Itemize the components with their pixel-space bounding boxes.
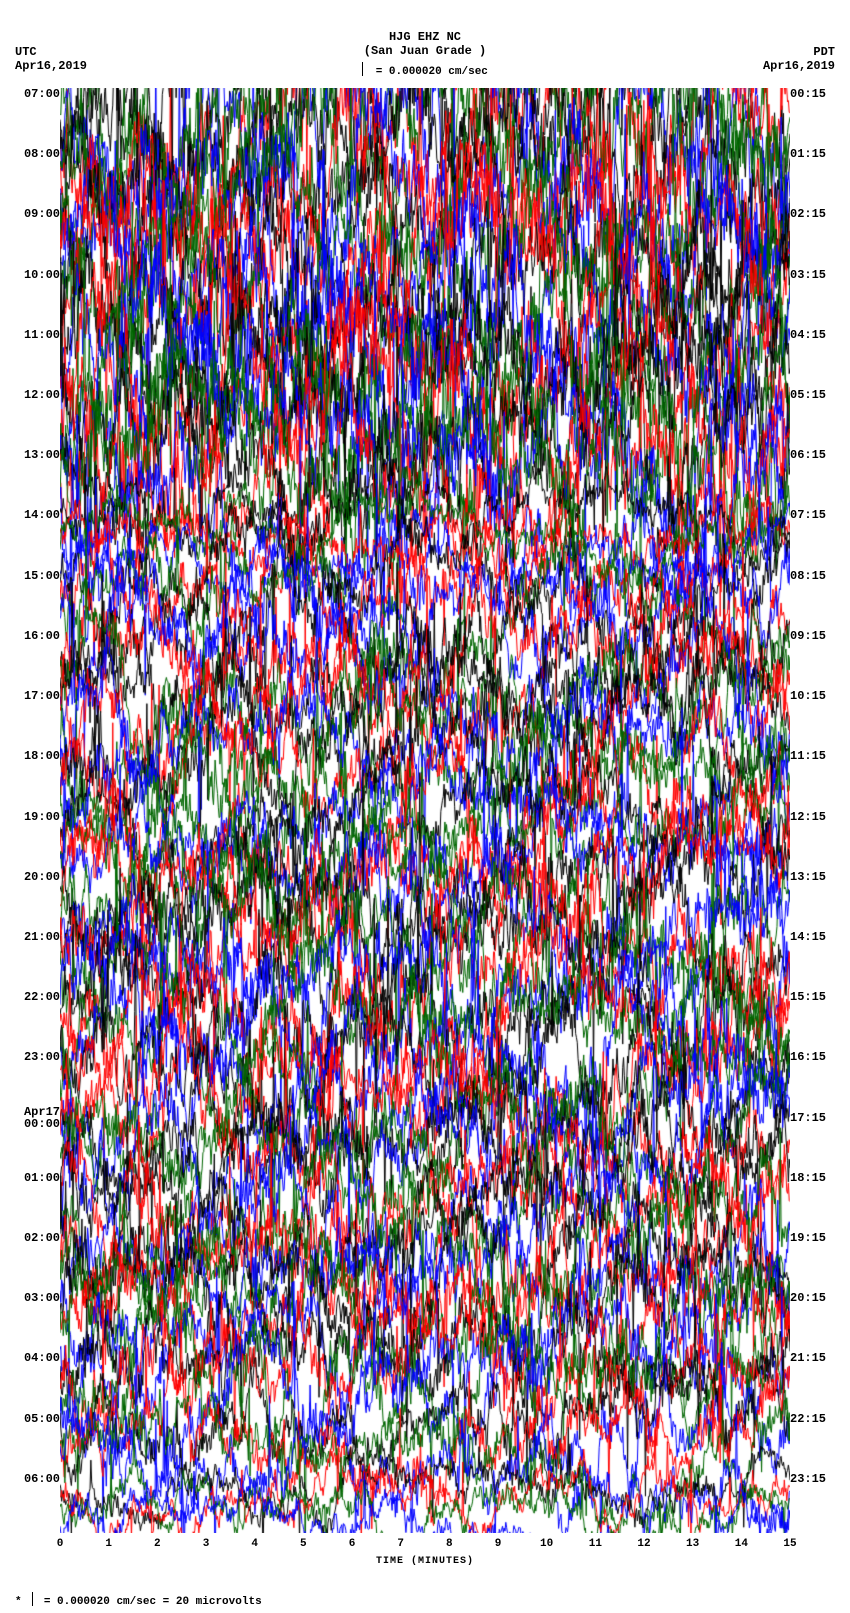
- right-time-label: 19:15: [790, 1232, 845, 1244]
- x-tick: 11: [589, 1538, 602, 1550]
- left-time-label: 02:00: [5, 1232, 60, 1244]
- x-axis: TIME (MINUTES) 0123456789101112131415: [60, 1538, 790, 1568]
- helicorder-canvas: [60, 88, 790, 1533]
- header-right: PDT Apr16,2019: [763, 45, 835, 73]
- left-time-label: 21:00: [5, 931, 60, 943]
- left-date: Apr16,2019: [15, 59, 87, 73]
- left-time-label: 14:00: [5, 509, 60, 521]
- right-time-label: 14:15: [790, 931, 845, 943]
- header-center: HJG EHZ NC (San Juan Grade ): [0, 30, 850, 58]
- right-tz: PDT: [763, 45, 835, 59]
- x-axis-label: TIME (MINUTES): [60, 1556, 790, 1567]
- left-time-label: 07:00: [5, 88, 60, 100]
- right-time-label: 08:15: [790, 570, 845, 582]
- right-time-label: 06:15: [790, 449, 845, 461]
- left-time-label: 12:00: [5, 389, 60, 401]
- left-time-label: 23:00: [5, 1051, 60, 1063]
- x-tick: 3: [203, 1538, 210, 1550]
- x-tick: 0: [57, 1538, 64, 1550]
- scale-indicator: = 0.000020 cm/sec: [0, 64, 850, 78]
- right-time-label: 11:15: [790, 750, 845, 762]
- left-time-label: Apr17 00:00: [5, 1106, 60, 1130]
- x-tick: 2: [154, 1538, 161, 1550]
- x-tick: 8: [446, 1538, 453, 1550]
- right-time-label: 09:15: [790, 630, 845, 642]
- right-time-label: 12:15: [790, 811, 845, 823]
- header-left: UTC Apr16,2019: [15, 45, 87, 73]
- left-time-label: 13:00: [5, 449, 60, 461]
- x-tick: 10: [540, 1538, 553, 1550]
- x-tick: 6: [349, 1538, 356, 1550]
- left-time-label: 20:00: [5, 871, 60, 883]
- footer-scale-bar-icon: [32, 1592, 33, 1606]
- left-time-label: 22:00: [5, 991, 60, 1003]
- right-time-label: 23:15: [790, 1473, 845, 1485]
- right-time-label: 04:15: [790, 329, 845, 341]
- right-date: Apr16,2019: [763, 59, 835, 73]
- left-time-label: 05:00: [5, 1413, 60, 1425]
- x-tick: 14: [735, 1538, 748, 1550]
- right-time-label: 02:15: [790, 208, 845, 220]
- scale-text: = 0.000020 cm/sec: [376, 66, 488, 78]
- right-time-label: 16:15: [790, 1051, 845, 1063]
- footer-scale: * = 0.000020 cm/sec = 20 microvolts: [15, 1594, 262, 1608]
- x-tick: 4: [251, 1538, 258, 1550]
- left-time-label: 08:00: [5, 148, 60, 160]
- left-tz: UTC: [15, 45, 87, 59]
- helicorder-plot: [60, 88, 790, 1533]
- left-time-label: 10:00: [5, 269, 60, 281]
- left-time-label: 09:00: [5, 208, 60, 220]
- scale-bar-icon: [362, 62, 363, 76]
- right-time-labels: 00:15 01:15 02:15 03:15 04:15 05:15 06:15 07:15…: [790, 88, 845, 1533]
- left-time-label: 11:00: [5, 329, 60, 341]
- left-time-label: 16:00: [5, 630, 60, 642]
- x-tick: 9: [495, 1538, 502, 1550]
- left-time-label: 01:00: [5, 1172, 60, 1184]
- x-tick: 15: [783, 1538, 796, 1550]
- x-tick: 1: [105, 1538, 112, 1550]
- right-time-label: 18:15: [790, 1172, 845, 1184]
- right-time-label: 17:15: [790, 1112, 845, 1124]
- left-time-label: 04:00: [5, 1352, 60, 1364]
- left-time-label: 19:00: [5, 811, 60, 823]
- right-time-label: 13:15: [790, 871, 845, 883]
- x-tick: 5: [300, 1538, 307, 1550]
- right-time-label: 21:15: [790, 1352, 845, 1364]
- right-time-label: 07:15: [790, 509, 845, 521]
- left-time-label: 17:00: [5, 690, 60, 702]
- footer-prefix: *: [15, 1596, 22, 1608]
- right-time-label: 00:15: [790, 88, 845, 100]
- x-tick: 7: [397, 1538, 404, 1550]
- station-code: HJG EHZ NC: [0, 30, 850, 44]
- left-time-label: 03:00: [5, 1292, 60, 1304]
- left-time-labels: 07:00 08:00 09:00 10:00 11:00 12:00 13:00 14:00…: [5, 88, 60, 1533]
- left-time-label: 15:00: [5, 570, 60, 582]
- right-time-label: 15:15: [790, 991, 845, 1003]
- left-time-label: 18:00: [5, 750, 60, 762]
- left-time-label: 06:00: [5, 1473, 60, 1485]
- right-time-label: 01:15: [790, 148, 845, 160]
- x-tick: 13: [686, 1538, 699, 1550]
- right-time-label: 05:15: [790, 389, 845, 401]
- x-tick: 12: [637, 1538, 650, 1550]
- right-time-label: 20:15: [790, 1292, 845, 1304]
- station-name: (San Juan Grade ): [0, 44, 850, 58]
- footer-text: = 0.000020 cm/sec = 20 microvolts: [44, 1596, 262, 1608]
- right-time-label: 10:15: [790, 690, 845, 702]
- right-time-label: 22:15: [790, 1413, 845, 1425]
- right-time-label: 03:15: [790, 269, 845, 281]
